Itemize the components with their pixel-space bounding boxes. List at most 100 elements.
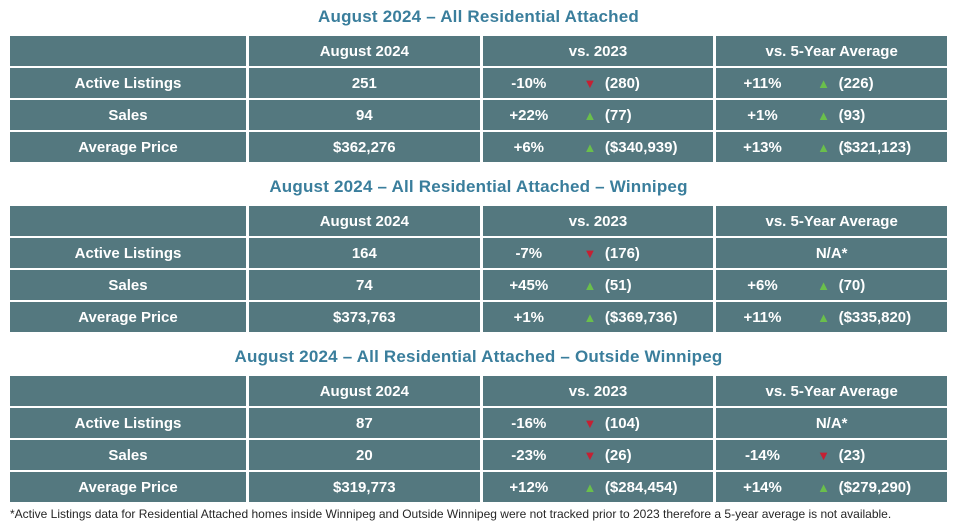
report: August 2024 – All Residential Attached A…: [0, 5, 957, 502]
comparison-value: (77): [604, 106, 632, 124]
comparison-cell: +14% ▲ ($279,290): [716, 472, 947, 502]
comparison-cell: -23% ▼ (26): [482, 440, 714, 470]
pct-change: -10%: [511, 74, 547, 92]
up-triangle-icon: ▲: [583, 139, 597, 155]
up-triangle-icon: ▲: [583, 107, 597, 123]
table-title: August 2024 – All Residential Attached –…: [234, 347, 723, 366]
not-available-cell: N/A*: [716, 238, 947, 268]
table-section: August 2024 – All Residential Attached A…: [0, 5, 957, 162]
pct-change: +6%: [513, 138, 545, 156]
comparison-cell: -16% ▼ (104): [482, 408, 714, 438]
up-triangle-icon: ▲: [817, 107, 831, 123]
comparison-cell: -7% ▼ (176): [482, 238, 714, 268]
pct-change: -16%: [511, 414, 547, 432]
pct-change: +14%: [743, 478, 782, 496]
data-table: August 2024 vs. 2023 vs. 5-Year Average Act…: [10, 206, 947, 332]
comparison-cell: +22% ▲ (77): [482, 100, 714, 130]
table-title: August 2024 – All Residential Attached –…: [269, 177, 688, 196]
pct-change: +13%: [743, 138, 782, 156]
comparison-cell: -14% ▼ (23): [716, 440, 947, 470]
row-label: Active Listings: [10, 238, 246, 268]
comparison-cell: +45% ▲ (51): [482, 270, 714, 300]
down-triangle-icon: ▼: [583, 245, 597, 261]
comparison-value: (226): [838, 74, 874, 92]
up-triangle-icon: ▲: [817, 75, 831, 91]
column-header: [10, 36, 246, 66]
current-value: 251: [249, 68, 480, 98]
comparison-value: ($284,454): [604, 478, 678, 496]
comparison-cell: +6% ▲ ($340,939): [482, 132, 714, 162]
comparison-value: (26): [604, 446, 632, 464]
column-header: vs. 2023: [482, 206, 714, 236]
column-header: vs. 2023: [482, 36, 714, 66]
current-value: 87: [249, 408, 480, 438]
row-label: Average Price: [10, 302, 246, 332]
row-label: Sales: [10, 440, 246, 470]
current-value: $373,763: [249, 302, 480, 332]
column-header: vs. 5-Year Average: [716, 36, 947, 66]
comparison-value: (93): [838, 106, 866, 124]
comparison-cell: +6% ▲ (70): [716, 270, 947, 300]
not-available-cell: N/A*: [716, 408, 947, 438]
column-header: vs. 5-Year Average: [716, 376, 947, 406]
current-value: 94: [249, 100, 480, 130]
comparison-cell: +1% ▲ (93): [716, 100, 947, 130]
comparison-value: (280): [604, 74, 640, 92]
up-triangle-icon: ▲: [583, 479, 597, 495]
pct-change: +45%: [509, 276, 549, 294]
row-label: Active Listings: [10, 68, 246, 98]
comparison-value: (70): [838, 276, 866, 294]
pct-change: +6%: [747, 276, 778, 294]
comparison-value: (104): [604, 414, 640, 432]
up-triangle-icon: ▲: [583, 277, 597, 293]
comparison-cell: +12% ▲ ($284,454): [482, 472, 714, 502]
pct-change: +11%: [743, 308, 782, 326]
current-value: 74: [249, 270, 480, 300]
table-section: August 2024 – All Residential Attached –…: [0, 175, 957, 332]
row-label: Sales: [10, 100, 246, 130]
comparison-value: (23): [838, 446, 866, 464]
row-label: Average Price: [10, 472, 246, 502]
down-triangle-icon: ▼: [583, 415, 597, 431]
pct-change: +1%: [747, 106, 778, 124]
up-triangle-icon: ▲: [817, 479, 831, 495]
pct-change: +1%: [513, 308, 545, 326]
table-section: August 2024 – All Residential Attached –…: [0, 345, 957, 502]
comparison-cell: -10% ▼ (280): [482, 68, 714, 98]
column-header: vs. 5-Year Average: [716, 206, 947, 236]
column-header: August 2024: [249, 376, 480, 406]
up-triangle-icon: ▲: [817, 139, 831, 155]
column-header: vs. 2023: [482, 376, 714, 406]
current-value: $319,773: [249, 472, 480, 502]
pct-change: -23%: [511, 446, 547, 464]
up-triangle-icon: ▲: [583, 309, 597, 325]
comparison-cell: +11% ▲ (226): [716, 68, 947, 98]
up-triangle-icon: ▲: [817, 309, 831, 325]
column-header: August 2024: [249, 36, 480, 66]
comparison-value: ($321,123): [838, 138, 912, 156]
column-header: [10, 376, 246, 406]
pct-change: +11%: [743, 74, 782, 92]
row-label: Sales: [10, 270, 246, 300]
comparison-cell: +13% ▲ ($321,123): [716, 132, 947, 162]
comparison-cell: +1% ▲ ($369,736): [482, 302, 714, 332]
row-label: Average Price: [10, 132, 246, 162]
row-label: Active Listings: [10, 408, 246, 438]
down-triangle-icon: ▼: [817, 447, 831, 463]
comparison-value: ($279,290): [838, 478, 912, 496]
pct-change: +12%: [509, 478, 549, 496]
pct-change: -7%: [515, 244, 543, 262]
data-table: August 2024 vs. 2023 vs. 5-Year Average Act…: [10, 36, 947, 162]
pct-change: +22%: [509, 106, 549, 124]
footnote: *Active Listings data for Residential At…: [10, 507, 892, 521]
comparison-value: ($369,736): [604, 308, 678, 326]
up-triangle-icon: ▲: [817, 277, 831, 293]
comparison-value: ($340,939): [604, 138, 678, 156]
comparison-value: (51): [604, 276, 632, 294]
comparison-value: (176): [604, 244, 640, 262]
current-value: 164: [249, 238, 480, 268]
comparison-cell: +11% ▲ ($335,820): [716, 302, 947, 332]
table-title: August 2024 – All Residential Attached: [318, 7, 639, 26]
comparison-value: ($335,820): [838, 308, 912, 326]
down-triangle-icon: ▼: [583, 75, 597, 91]
